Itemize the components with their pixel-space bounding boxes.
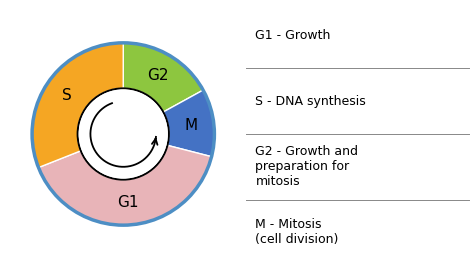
Text: G1 - Growth: G1 - Growth: [255, 29, 331, 42]
Wedge shape: [163, 90, 214, 157]
Wedge shape: [38, 145, 211, 225]
Text: S - DNA synthesis: S - DNA synthesis: [255, 95, 366, 108]
Text: M - Mitosis
(cell division): M - Mitosis (cell division): [255, 218, 339, 247]
Text: G2: G2: [147, 68, 169, 83]
Text: G2 - Growth and
preparation for
mitosis: G2 - Growth and preparation for mitosis: [255, 145, 358, 188]
Text: M: M: [184, 118, 198, 133]
Text: G1: G1: [117, 195, 138, 210]
Wedge shape: [123, 43, 203, 112]
Circle shape: [79, 89, 168, 179]
Text: S: S: [62, 88, 72, 103]
Wedge shape: [32, 43, 123, 168]
